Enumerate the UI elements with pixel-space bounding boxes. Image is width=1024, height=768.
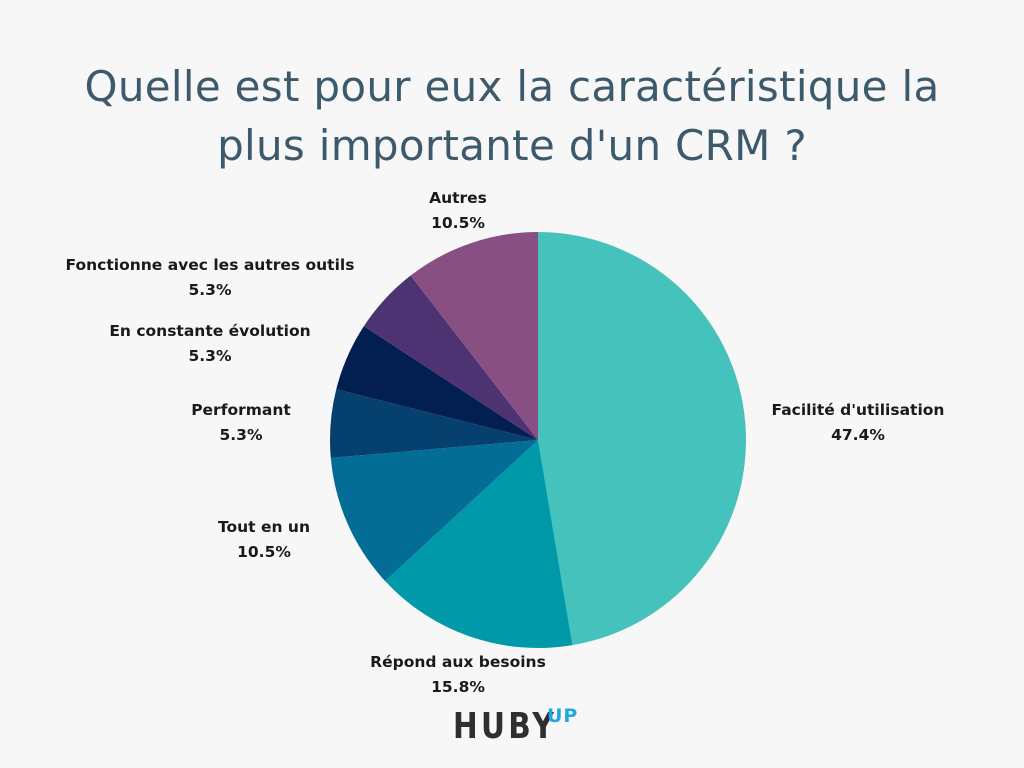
pie-slice-1: [385, 440, 573, 649]
pie-slice-4: [336, 326, 538, 440]
slice-value-2: 10.5%: [237, 543, 291, 561]
slice-label-3: Performant: [191, 401, 291, 419]
slice-label-0: Facilité d'utilisation: [772, 401, 945, 419]
slice-label-1: Répond aux besoins: [370, 653, 546, 671]
pie-slice-0: [538, 232, 747, 646]
slice-value-4: 5.3%: [189, 347, 232, 365]
pie-labels: Facilité d'utilisation 47.4% Répond aux be…: [66, 189, 945, 696]
logo-superscript: UP: [547, 705, 579, 727]
slice-label-2: Tout en un: [218, 518, 310, 536]
pie-slice-3: [329, 389, 538, 458]
slice-label-4: En constante évolution: [109, 322, 310, 340]
slice-label-6: Autres: [429, 189, 487, 207]
slice-label-5: Fonctionne avec les autres outils: [66, 256, 355, 274]
slice-value-0: 47.4%: [831, 426, 885, 444]
chart-title-line-1: Quelle est pour eux la caractéristique l…: [84, 62, 940, 111]
pie-slice-5: [363, 275, 538, 440]
chart-title-line-2: plus importante d'un CRM ?: [217, 121, 807, 170]
brand-logo: HUBY UP: [453, 705, 580, 750]
pie-slices: [329, 232, 747, 649]
logo-text: HUBY: [453, 706, 558, 747]
slice-value-6: 10.5%: [431, 214, 485, 232]
slice-value-1: 15.8%: [431, 678, 485, 696]
slice-value-5: 5.3%: [189, 281, 232, 299]
slice-value-3: 5.3%: [220, 426, 263, 444]
pie-slice-2: [330, 440, 538, 582]
pie-slice-6: [410, 232, 538, 440]
